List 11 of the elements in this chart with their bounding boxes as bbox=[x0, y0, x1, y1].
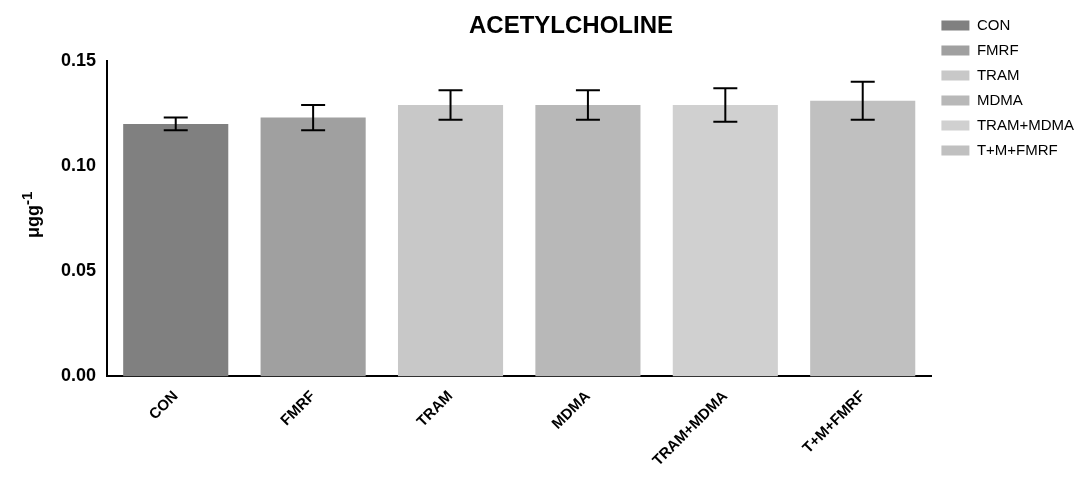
legend-label: T+M+FMRF bbox=[976, 140, 1058, 158]
legend-label: TRAM bbox=[976, 65, 1020, 83]
y-tick-label: 0.05 bbox=[60, 260, 97, 281]
legend-label: MDMA bbox=[976, 90, 1023, 108]
y-tick-label: 0.15 bbox=[60, 49, 97, 70]
y-tick-label: 0.10 bbox=[60, 154, 97, 175]
chart-title: ACETYLCHOLINE bbox=[469, 11, 673, 39]
legend-label: TRAM+MDMA bbox=[976, 115, 1075, 133]
legend-label: FMRF bbox=[976, 40, 1019, 58]
y-tick-label: 0.00 bbox=[60, 365, 97, 386]
legend-label: CON bbox=[976, 15, 1011, 33]
